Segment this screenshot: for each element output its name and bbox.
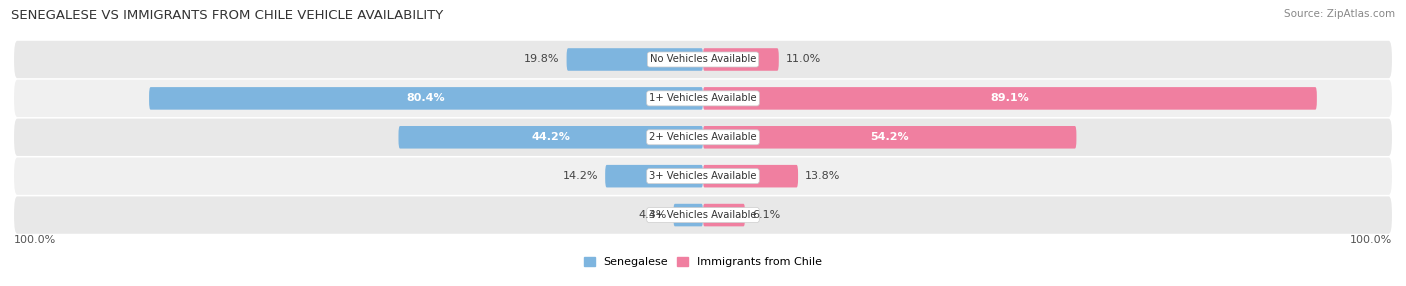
Text: 19.8%: 19.8% [524,55,560,64]
FancyBboxPatch shape [703,126,1077,148]
FancyBboxPatch shape [703,87,1317,110]
Text: 1+ Vehicles Available: 1+ Vehicles Available [650,94,756,103]
FancyBboxPatch shape [14,80,1392,117]
FancyBboxPatch shape [673,204,703,226]
Text: 13.8%: 13.8% [806,171,841,181]
Text: 80.4%: 80.4% [406,94,446,103]
FancyBboxPatch shape [703,48,779,71]
Text: 3+ Vehicles Available: 3+ Vehicles Available [650,171,756,181]
Text: 14.2%: 14.2% [562,171,599,181]
Text: 89.1%: 89.1% [991,94,1029,103]
Text: 11.0%: 11.0% [786,55,821,64]
Text: 100.0%: 100.0% [14,235,56,245]
FancyBboxPatch shape [398,126,703,148]
Legend: Senegalese, Immigrants from Chile: Senegalese, Immigrants from Chile [579,253,827,272]
Text: 44.2%: 44.2% [531,132,571,142]
FancyBboxPatch shape [14,158,1392,195]
Text: 100.0%: 100.0% [1350,235,1392,245]
FancyBboxPatch shape [14,41,1392,78]
Text: 6.1%: 6.1% [752,210,780,220]
FancyBboxPatch shape [703,165,799,187]
FancyBboxPatch shape [703,204,745,226]
Text: 4+ Vehicles Available: 4+ Vehicles Available [650,210,756,220]
Text: 2+ Vehicles Available: 2+ Vehicles Available [650,132,756,142]
FancyBboxPatch shape [605,165,703,187]
FancyBboxPatch shape [567,48,703,71]
FancyBboxPatch shape [14,196,1392,234]
FancyBboxPatch shape [14,119,1392,156]
FancyBboxPatch shape [149,87,703,110]
Text: SENEGALESE VS IMMIGRANTS FROM CHILE VEHICLE AVAILABILITY: SENEGALESE VS IMMIGRANTS FROM CHILE VEHI… [11,9,443,21]
Text: 54.2%: 54.2% [870,132,910,142]
Text: 4.3%: 4.3% [638,210,666,220]
Text: Source: ZipAtlas.com: Source: ZipAtlas.com [1284,9,1395,19]
Text: No Vehicles Available: No Vehicles Available [650,55,756,64]
